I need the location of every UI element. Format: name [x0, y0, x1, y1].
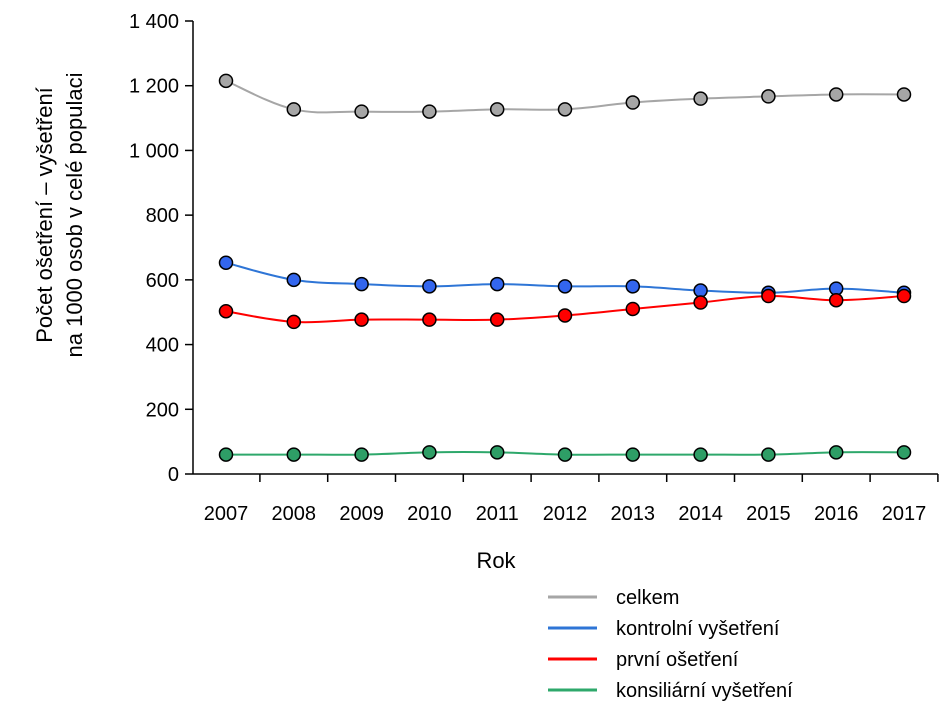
data-point	[557, 447, 573, 462]
x-tick-label: 2011	[476, 503, 519, 525]
x-tick-label: 2016	[814, 503, 859, 525]
legend: celkem kontrolní vyšetření první ošetření k…	[548, 587, 793, 702]
data-point	[693, 447, 708, 462]
data-point	[896, 445, 912, 460]
data-point	[218, 73, 234, 89]
x-tick-label: 2012	[543, 503, 588, 525]
data-point	[218, 447, 234, 462]
series-0	[218, 73, 912, 119]
data-point	[761, 288, 776, 304]
data-point	[761, 89, 776, 104]
data-point	[489, 102, 505, 117]
x-tick-label: 2009	[339, 503, 384, 525]
data-point	[489, 445, 505, 460]
data-point	[218, 303, 234, 319]
x-tick-label: 2015	[746, 503, 791, 525]
data-point	[489, 276, 505, 292]
data-point	[693, 283, 708, 298]
legend-label: konsiliární vyšetření	[616, 680, 793, 702]
x-tick-label: 2014	[678, 503, 723, 525]
legend-label: celkem	[616, 587, 679, 609]
series-3	[218, 445, 912, 462]
data-point	[422, 279, 437, 294]
series-2	[218, 288, 912, 330]
y-tick-label: 1 000	[129, 140, 179, 162]
y-axis-title: Počet ošetření – vyšetření na 1000 osob …	[32, 73, 87, 358]
data-point	[896, 87, 912, 102]
data-point	[828, 445, 844, 460]
y-axis-title-line-1: Počet ošetření – vyšetření	[32, 87, 57, 343]
data-point	[422, 445, 437, 460]
x-tick-label: 2007	[204, 503, 249, 525]
data-point	[422, 104, 437, 119]
data-point	[625, 447, 641, 462]
data-point	[286, 102, 302, 117]
data-point	[828, 87, 844, 102]
data-point	[557, 279, 573, 294]
data-point	[286, 447, 302, 462]
x-tick-label: 2013	[611, 503, 656, 525]
data-point	[218, 255, 234, 270]
y-axis-title-line-2: na 1000 osob v celé populaci	[62, 73, 87, 358]
data-point	[557, 308, 573, 323]
series-1	[218, 255, 912, 301]
y-tick-label: 600	[146, 270, 179, 292]
data-point	[828, 292, 844, 308]
data-point	[761, 447, 776, 462]
data-point	[896, 288, 912, 304]
data-point	[354, 276, 369, 292]
y-tick-label: 1 400	[129, 11, 179, 33]
x-tick-label: 2017	[882, 503, 927, 525]
x-tick-label: 2008	[272, 503, 317, 525]
data-point	[286, 314, 302, 330]
y-tick-label: 200	[146, 399, 179, 421]
data-point	[693, 295, 708, 310]
x-ticks: 2007 2008 2009 2010 2011 2012 2013 2014 2015 2016…	[204, 474, 939, 525]
y-tick-label: 1 200	[129, 76, 179, 98]
data-point	[354, 447, 369, 462]
data-point	[557, 102, 573, 117]
legend-label: kontrolní vyšetření	[616, 618, 780, 640]
y-tick-label: 800	[146, 205, 179, 227]
data-point	[354, 312, 369, 327]
data-point	[625, 301, 641, 317]
data-point	[693, 91, 708, 106]
legend-label: první ošetření	[616, 649, 739, 671]
data-point	[286, 272, 302, 288]
axes	[192, 21, 938, 475]
y-ticks: 0 200 400 600 800 1 000 1 200 1 400	[129, 11, 193, 486]
data-point	[489, 312, 505, 327]
data-point	[625, 95, 641, 110]
data-point	[354, 104, 369, 119]
x-tick-label: 2010	[407, 503, 452, 525]
series-group	[218, 73, 912, 462]
x-axis-title: Rok	[476, 548, 516, 573]
y-tick-label: 0	[168, 464, 179, 486]
data-point	[422, 312, 437, 327]
y-tick-label: 400	[146, 335, 179, 357]
data-point	[625, 279, 641, 294]
